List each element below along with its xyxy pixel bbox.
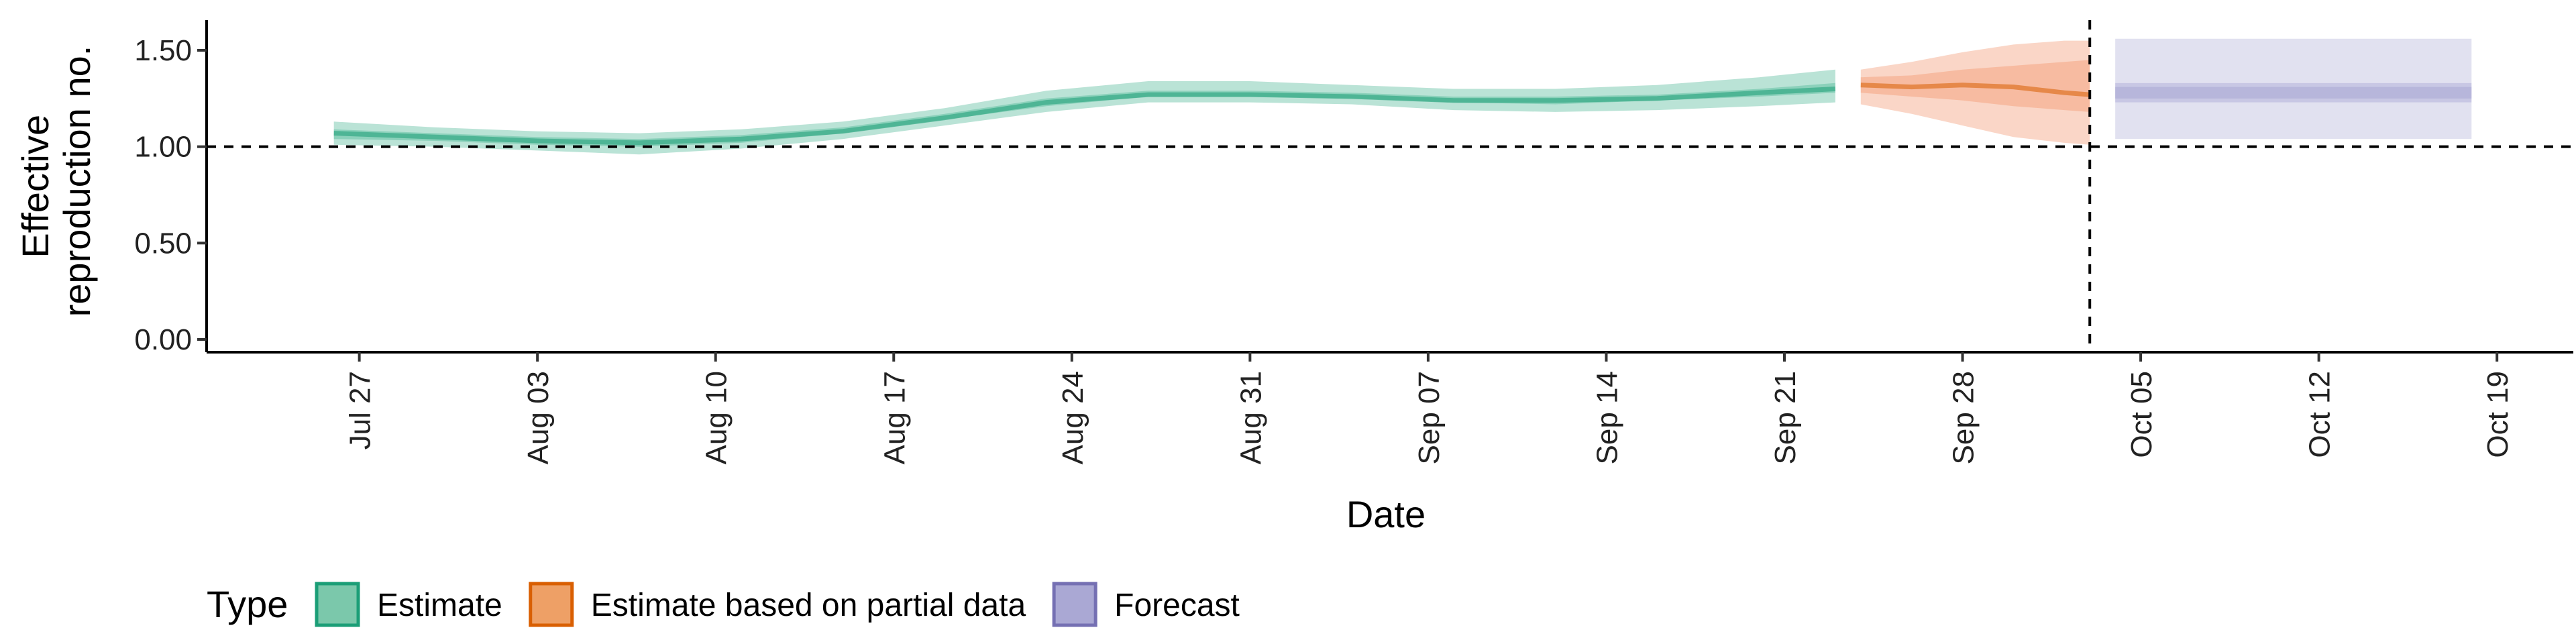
y-axis-title: Effective reproduction no. xyxy=(14,46,98,317)
y-tick-label: 1.00 xyxy=(134,131,192,164)
x-tick-label: Oct 12 xyxy=(2304,371,2337,458)
estimate-based-on-partial-data-median-line xyxy=(1860,83,2090,97)
x-axis-title: Date xyxy=(1346,493,1426,535)
x-tick-label: Sep 07 xyxy=(1413,371,1446,464)
legend-label-estimate-based-on-partial-data: Estimate based on partial data xyxy=(591,588,1026,623)
x-tick-label: Aug 24 xyxy=(1057,371,1089,464)
legend-title: Type xyxy=(207,583,288,625)
legend-key-estimate xyxy=(315,582,360,627)
median-lines xyxy=(333,83,2090,146)
legend-key-forecast xyxy=(1052,582,1097,627)
x-tick-label: Sep 21 xyxy=(1769,371,1802,464)
estimate-band-90 xyxy=(333,69,1835,155)
x-tick-label: Sep 28 xyxy=(1947,371,1980,464)
x-tick-label: Aug 31 xyxy=(1234,371,1267,464)
x-tick-label: Oct 05 xyxy=(2125,371,2158,458)
x-tick-label: Aug 10 xyxy=(700,371,733,464)
estimate-median-line xyxy=(333,87,1836,146)
legend-label-forecast: Forecast xyxy=(1114,588,1240,623)
legend-label-estimate: Estimate xyxy=(377,588,502,623)
y-tick-label: 1.50 xyxy=(134,34,192,67)
y-axis-title-line-1: Effective xyxy=(14,115,56,258)
y-tick-label: 0.00 xyxy=(134,323,192,356)
x-tick-label: Aug 17 xyxy=(878,371,911,464)
axes xyxy=(205,20,2573,354)
x-tick-label: Oct 19 xyxy=(2481,371,2514,458)
reference-lines xyxy=(207,20,2573,352)
y-axis-ticks: 0.00 0.50 1.00 1.50 xyxy=(134,34,207,356)
legend: Type Estimate Estimate based on partial d… xyxy=(207,582,1240,627)
y-tick-label: 0.50 xyxy=(134,227,192,260)
x-tick-label: Jul 27 xyxy=(344,371,377,449)
legend-key-estimate-based-on-partial-data xyxy=(529,582,574,627)
y-axis-title-line-2: reproduction no. xyxy=(56,46,98,317)
x-tick-label: Aug 03 xyxy=(522,371,555,464)
x-axis-ticks: Jul 27 Aug 03 Aug 10 Aug 17 Aug 24 Aug 31 Sep … xyxy=(344,352,2514,464)
forecast-band-30 xyxy=(2115,87,2472,99)
x-tick-label: Sep 14 xyxy=(1591,371,1624,464)
